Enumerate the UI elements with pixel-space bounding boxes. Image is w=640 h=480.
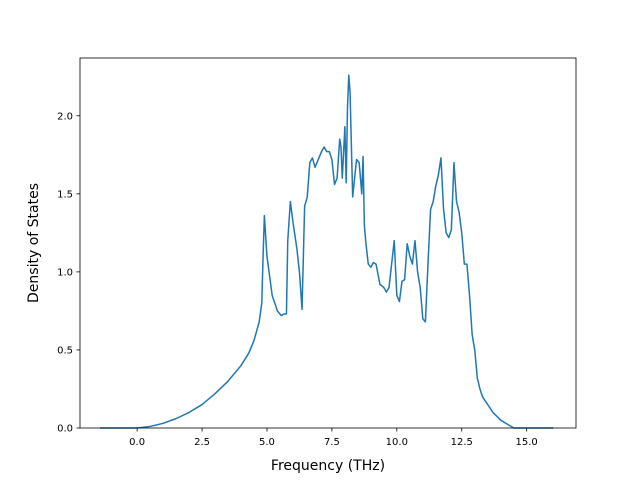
x-tick-label: 12.5 xyxy=(451,437,473,448)
y-tick-label: 1.5 xyxy=(57,189,73,200)
x-tick-label: 2.5 xyxy=(194,437,210,448)
y-tick-label: 0.5 xyxy=(57,345,73,356)
series-line xyxy=(100,74,554,429)
plot-frame xyxy=(79,57,577,429)
y-axis-ticks: 0.0 0.5 1.0 1.5 2.0 xyxy=(57,111,80,435)
x-axis-ticks: 0.0 2.5 5.0 7.5 10.0 12.5 15.0 xyxy=(129,428,538,448)
x-axis-label: Frequency (THz) xyxy=(271,458,385,474)
y-tick-label: 0.0 xyxy=(57,424,73,435)
x-tick-label: 5.0 xyxy=(259,437,275,448)
x-tick-label: 15.0 xyxy=(516,437,538,448)
x-tick-label: 0.0 xyxy=(129,437,145,448)
x-tick-label: 7.5 xyxy=(324,437,340,448)
x-tick-label: 10.0 xyxy=(386,437,408,448)
y-tick-label: 2.0 xyxy=(57,111,73,122)
y-tick-label: 1.0 xyxy=(57,267,73,278)
y-axis-label: Density of States xyxy=(26,183,42,303)
